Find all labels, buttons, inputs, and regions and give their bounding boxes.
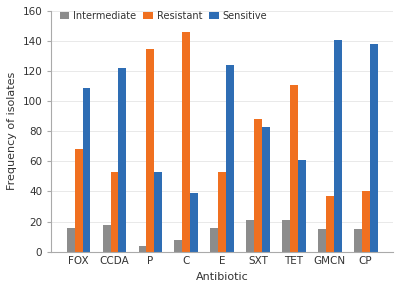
Bar xyxy=(103,225,110,252)
Bar xyxy=(174,240,182,252)
Bar xyxy=(110,172,118,252)
Bar xyxy=(262,127,270,252)
Bar xyxy=(362,192,370,252)
X-axis label: Antibiotic: Antibiotic xyxy=(196,272,248,282)
Bar xyxy=(298,160,306,252)
Bar xyxy=(75,149,82,252)
Bar xyxy=(82,88,90,252)
Bar xyxy=(118,68,126,252)
Bar xyxy=(246,220,254,252)
Bar xyxy=(318,229,326,252)
Bar xyxy=(210,227,218,252)
Legend: Intermediate, Resistant, Sensitive: Intermediate, Resistant, Sensitive xyxy=(60,11,267,21)
Bar xyxy=(254,119,262,252)
Bar xyxy=(226,65,234,252)
Bar xyxy=(218,172,226,252)
Bar xyxy=(334,40,342,252)
Bar xyxy=(282,220,290,252)
Bar xyxy=(370,44,378,252)
Bar xyxy=(290,85,298,252)
Bar xyxy=(146,49,154,252)
Bar xyxy=(190,193,198,252)
Bar xyxy=(182,32,190,252)
Bar xyxy=(354,229,362,252)
Bar xyxy=(138,246,146,252)
Bar xyxy=(67,227,75,252)
Bar xyxy=(326,196,334,252)
Bar xyxy=(154,172,162,252)
Y-axis label: Frequency of isolates: Frequency of isolates xyxy=(7,72,17,190)
